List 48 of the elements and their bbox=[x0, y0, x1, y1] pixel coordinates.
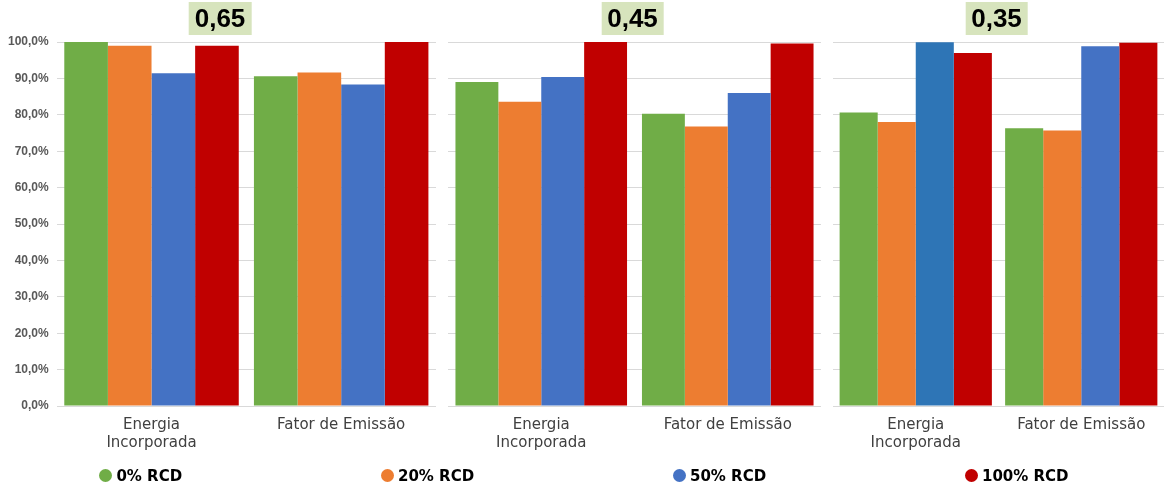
y-tick-label: 40,0% bbox=[14, 252, 50, 267]
bar bbox=[455, 82, 499, 406]
x-tick-label: Energia Incorporada bbox=[496, 414, 587, 451]
y-tick-label: 30,0% bbox=[14, 289, 50, 304]
bar bbox=[684, 126, 728, 406]
y-tick-label: 100,0% bbox=[8, 34, 50, 49]
chart-title: 0,35 bbox=[965, 2, 1028, 35]
bar bbox=[1005, 128, 1044, 406]
y-tick-label: 50,0% bbox=[14, 216, 50, 231]
x-tick-label: Fator de Emissão bbox=[1017, 414, 1146, 433]
bar bbox=[1119, 42, 1158, 406]
chart-title: 0,45 bbox=[601, 2, 664, 35]
x-tick-label: Energia Incorporada bbox=[870, 414, 961, 451]
bar bbox=[727, 92, 771, 406]
bar bbox=[839, 112, 878, 406]
y-tick-label: 70,0% bbox=[14, 143, 50, 158]
bar bbox=[384, 42, 429, 406]
bar bbox=[541, 76, 585, 406]
bar bbox=[915, 42, 954, 406]
bar bbox=[498, 101, 542, 406]
chart-title: 0,65 bbox=[188, 2, 252, 35]
legend-label: 50% RCD bbox=[689, 466, 767, 485]
bar bbox=[584, 42, 628, 406]
y-tick-label: 90,0% bbox=[14, 70, 50, 85]
bar bbox=[151, 73, 196, 406]
bar bbox=[953, 52, 992, 406]
bar bbox=[641, 113, 685, 406]
bar bbox=[1081, 46, 1120, 406]
bar bbox=[877, 122, 916, 406]
bar bbox=[341, 84, 385, 406]
x-tick-label: Fator de Emissão bbox=[277, 414, 406, 433]
y-tick-label: 20,0% bbox=[14, 325, 50, 340]
bar bbox=[107, 45, 152, 406]
bar bbox=[64, 42, 108, 406]
legend-label: 100% RCD bbox=[981, 466, 1069, 485]
legend-label: 20% RCD bbox=[397, 466, 475, 485]
bar bbox=[1043, 130, 1082, 406]
y-tick-label: 10,0% bbox=[14, 361, 50, 376]
y-tick-label: 60,0% bbox=[14, 179, 50, 194]
y-tick-label: 0,0% bbox=[21, 398, 50, 413]
bar bbox=[253, 76, 298, 406]
y-tick-label: 80,0% bbox=[14, 107, 50, 122]
x-tick-label: Energia Incorporada bbox=[106, 414, 197, 451]
legend-label: 0% RCD bbox=[116, 466, 183, 485]
bar bbox=[297, 72, 342, 406]
bar bbox=[770, 43, 814, 406]
bar bbox=[195, 45, 239, 406]
x-tick-label: Fator de Emissão bbox=[663, 414, 792, 433]
